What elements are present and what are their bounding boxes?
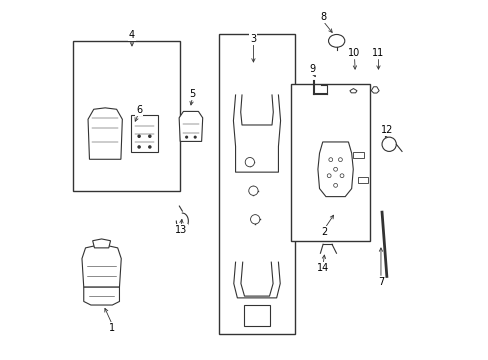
Circle shape: [381, 137, 395, 152]
Text: 8: 8: [319, 13, 325, 22]
Circle shape: [333, 167, 337, 171]
Polygon shape: [88, 108, 122, 159]
Text: 4: 4: [129, 30, 135, 40]
Text: 14: 14: [316, 262, 328, 273]
Circle shape: [338, 158, 342, 162]
Bar: [219, 33, 294, 334]
Circle shape: [148, 146, 151, 148]
Polygon shape: [131, 115, 158, 152]
Text: 6: 6: [136, 105, 142, 115]
Circle shape: [194, 136, 196, 138]
Polygon shape: [83, 287, 119, 305]
Text: 10: 10: [347, 48, 360, 58]
Ellipse shape: [328, 35, 344, 47]
Polygon shape: [93, 239, 110, 248]
Text: 1: 1: [109, 323, 115, 333]
Circle shape: [248, 186, 258, 195]
Polygon shape: [179, 111, 203, 141]
Text: 5: 5: [189, 89, 195, 99]
Polygon shape: [370, 87, 378, 93]
Bar: [73, 41, 180, 191]
Circle shape: [138, 135, 140, 137]
Text: 3: 3: [250, 34, 256, 44]
Circle shape: [244, 157, 254, 167]
Polygon shape: [317, 142, 352, 197]
Circle shape: [185, 136, 187, 138]
Text: 13: 13: [174, 225, 186, 235]
Polygon shape: [82, 244, 121, 287]
Text: 12: 12: [381, 125, 393, 135]
Circle shape: [138, 146, 140, 148]
Text: 2: 2: [321, 227, 327, 237]
Polygon shape: [349, 89, 356, 93]
Circle shape: [250, 215, 259, 224]
Text: 11: 11: [371, 48, 384, 58]
Bar: [244, 305, 269, 327]
Circle shape: [148, 135, 151, 137]
Circle shape: [339, 174, 343, 177]
Circle shape: [333, 184, 337, 187]
Bar: [353, 152, 364, 158]
Circle shape: [326, 174, 330, 177]
Text: 7: 7: [377, 277, 383, 287]
Circle shape: [328, 158, 332, 162]
Text: 9: 9: [309, 64, 315, 74]
Bar: [357, 177, 367, 183]
Bar: [290, 84, 369, 241]
